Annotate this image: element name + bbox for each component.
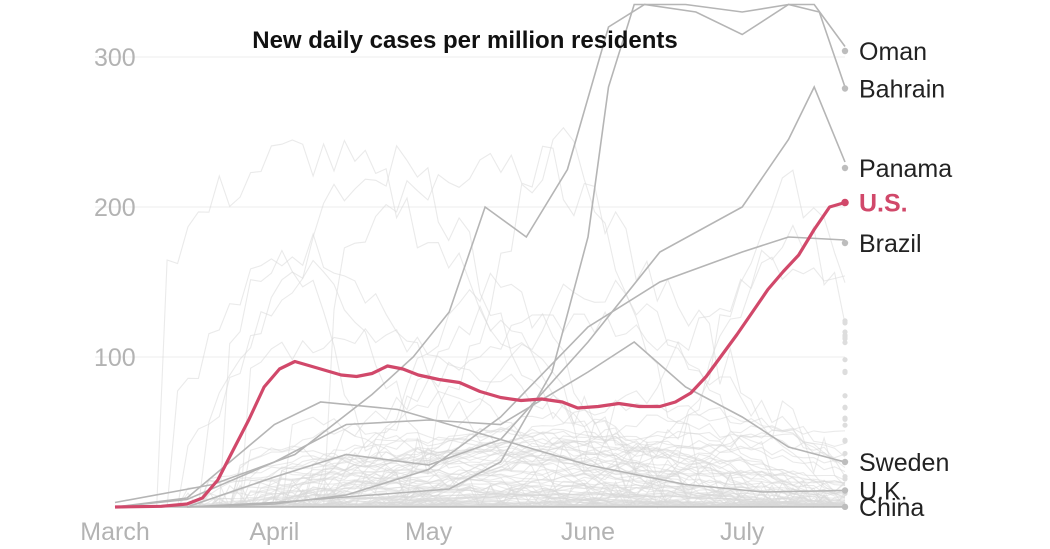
series-label-oman: Oman [859, 38, 927, 66]
series-end-dot [841, 198, 849, 207]
series-line-oman [186, 3, 846, 508]
background-country-line [115, 428, 846, 508]
background-end-dot [842, 368, 848, 374]
label-layer: Oman Bahrain Panama U.S. Brazil SwedenU.K.Chi… [841, 38, 952, 522]
background-end-dot [842, 332, 848, 338]
background-end-dot [842, 357, 848, 363]
series-label-brazil: Brazil [859, 230, 922, 258]
x-tick-label: May [405, 518, 453, 546]
series-end-dot [841, 85, 849, 92]
x-tick-label: July [720, 518, 765, 546]
series-line-uk [114, 401, 846, 508]
series-end-dot [841, 458, 849, 466]
series-line-china [114, 505, 845, 508]
background-end-dot [842, 415, 848, 421]
series-end-dot [841, 239, 849, 247]
background-end-dot [842, 404, 848, 410]
series-label-uk: U.K. [859, 478, 908, 506]
series-end-dot [841, 164, 849, 172]
background-country-line [115, 126, 846, 509]
series-line-bahrain [114, 3, 846, 504]
y-tick-label: 200 [94, 194, 136, 222]
background-end-dot [842, 339, 848, 346]
series-line-us [114, 200, 846, 509]
background-series-layer [115, 126, 848, 509]
y-tick-label: 300 [94, 44, 136, 72]
x-tick-label: June [561, 518, 615, 546]
background-end-dot [842, 393, 848, 399]
series-end-dot [841, 487, 849, 494]
series-label-panama: Panama [859, 155, 952, 183]
series-label-bahrain: Bahrain [859, 76, 945, 104]
y-tick-label: 100 [94, 344, 136, 372]
background-end-dot [842, 473, 848, 480]
highlight-layer [114, 200, 846, 509]
series-end-dot [841, 47, 849, 55]
background-end-dot [842, 450, 848, 457]
chart-title: New daily cases per million residents [252, 27, 678, 54]
series-label-sweden: Sweden [859, 449, 949, 477]
series-label-us: U.S. [859, 190, 908, 218]
background-end-dot [842, 422, 848, 428]
series-end-dot [841, 503, 849, 511]
background-country-line [115, 435, 846, 508]
tick-layer: 100 200 300 March April May June July [80, 44, 765, 546]
series-line-brazil [186, 236, 846, 508]
series-label-china: China [859, 494, 924, 522]
background-end-dot [842, 320, 848, 326]
x-tick-label: March [80, 518, 149, 546]
x-tick-label: April [249, 518, 299, 546]
series-line-panama [186, 85, 846, 508]
background-end-dot [842, 438, 848, 444]
